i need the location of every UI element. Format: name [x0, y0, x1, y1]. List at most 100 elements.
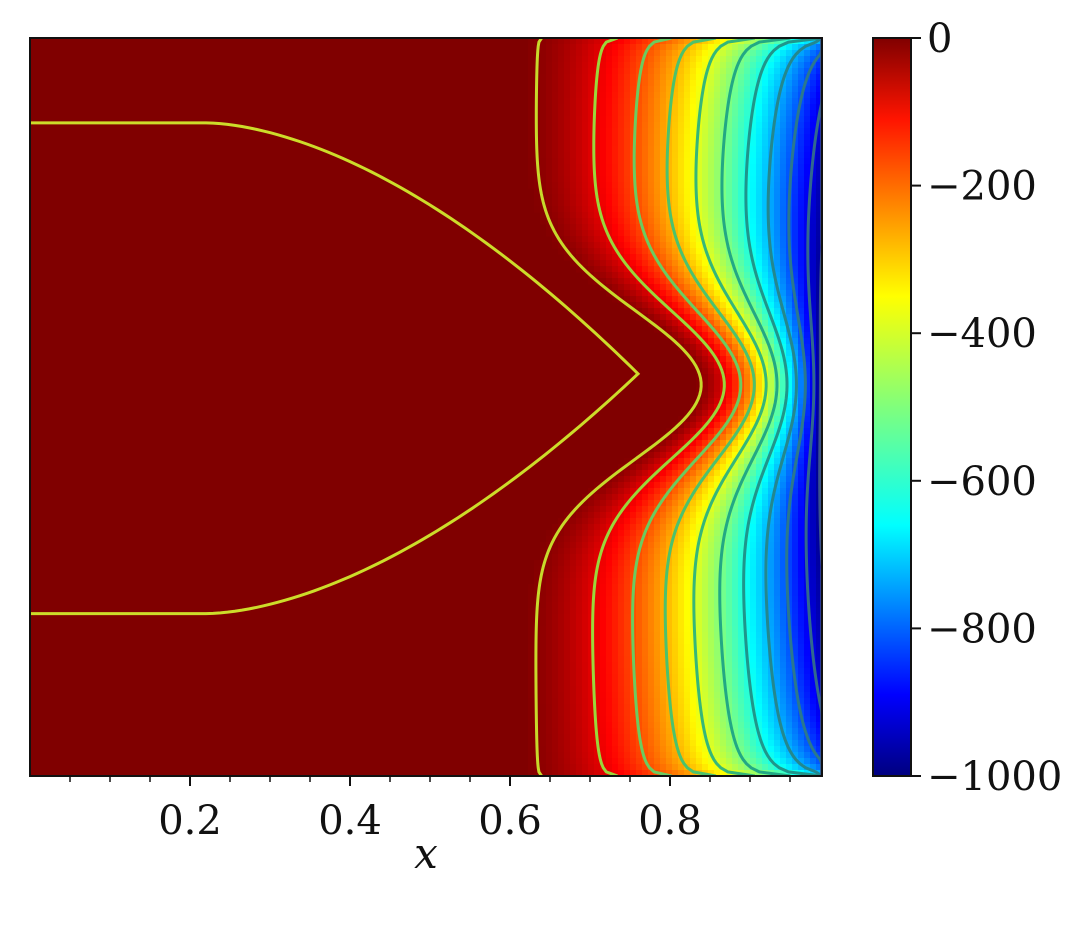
heat-cell: [582, 530, 589, 537]
heat-cell: [756, 326, 763, 333]
heat-cell: [558, 128, 565, 135]
heat-cell: [756, 584, 763, 591]
heat-cell: [804, 152, 811, 159]
heat-cell: [816, 680, 822, 687]
heat-cell: [756, 398, 763, 405]
heat-cell: [810, 200, 817, 207]
heat-cell: [816, 86, 822, 93]
heat-cell: [612, 620, 619, 627]
heat-cell: [666, 146, 673, 153]
heat-cell: [594, 218, 601, 225]
heat-cell: [588, 146, 595, 153]
heat-cell: [816, 122, 822, 129]
heat-cell: [804, 440, 811, 447]
heat-cell: [786, 128, 793, 135]
heat-cell: [672, 488, 679, 495]
heat-cell: [714, 170, 721, 177]
heat-cell: [642, 272, 649, 279]
heat-cell: [702, 464, 709, 471]
heat-cell: [612, 86, 619, 93]
heat-cell: [540, 674, 547, 681]
heat-cell: [666, 734, 673, 741]
heat-cell: [570, 518, 577, 525]
heat-cell: [738, 398, 745, 405]
heat-cell: [738, 440, 745, 447]
heat-cell: [600, 278, 607, 285]
heat-cell: [738, 722, 745, 729]
heat-cell: [768, 308, 775, 315]
heat-cell: [744, 722, 751, 729]
heat-cell: [660, 518, 667, 525]
heat-cell: [678, 728, 685, 735]
heat-cell: [624, 458, 631, 465]
heat-cell: [624, 158, 631, 165]
heat-cell: [540, 668, 547, 675]
heat-cell: [642, 572, 649, 579]
heat-cell: [780, 254, 787, 261]
heat-cell: [690, 236, 697, 243]
heat-cell: [702, 530, 709, 537]
heat-cell: [744, 290, 751, 297]
heat-cell: [774, 242, 781, 249]
heat-cell: [702, 542, 709, 549]
heat-cell: [570, 590, 577, 597]
heat-cell: [564, 188, 571, 195]
heat-cell: [744, 506, 751, 513]
heat-cell: [672, 290, 679, 297]
heat-cell: [636, 242, 643, 249]
heat-cell: [732, 446, 739, 453]
heat-cell: [582, 254, 589, 261]
heat-cell: [774, 188, 781, 195]
heat-cell: [762, 512, 769, 519]
heat-cell: [582, 536, 589, 543]
heat-cell: [624, 728, 631, 735]
heat-cell: [564, 116, 571, 123]
heat-cell: [798, 458, 805, 465]
heat-cell: [696, 194, 703, 201]
heat-cell: [738, 218, 745, 225]
heat-cell: [726, 608, 733, 615]
heat-cell: [726, 356, 733, 363]
heat-cell: [750, 692, 757, 699]
heat-cell: [612, 170, 619, 177]
heat-cell: [738, 590, 745, 597]
heat-cell: [546, 536, 553, 543]
heat-cell: [624, 740, 631, 747]
heat-cell: [816, 668, 822, 675]
heat-cell: [546, 752, 553, 759]
heat-cell: [660, 578, 667, 585]
heat-cell: [546, 170, 553, 177]
heat-cell: [756, 368, 763, 375]
heat-cell: [756, 338, 763, 345]
heat-cell: [750, 74, 757, 81]
heat-cell: [690, 734, 697, 741]
heat-cell: [672, 314, 679, 321]
heat-cell: [672, 332, 679, 339]
heat-cell: [744, 38, 751, 45]
heat-cell: [618, 176, 625, 183]
heat-cell: [714, 584, 721, 591]
heat-cell: [714, 86, 721, 93]
heat-cell: [762, 698, 769, 705]
heat-cell: [642, 200, 649, 207]
heat-cell: [774, 578, 781, 585]
heat-cell: [564, 158, 571, 165]
heat-cell: [630, 278, 637, 285]
heat-cell: [738, 740, 745, 747]
heat-cell: [696, 158, 703, 165]
heat-cell: [618, 488, 625, 495]
heat-cell: [810, 134, 817, 141]
heat-cell: [768, 356, 775, 363]
heat-cell: [714, 554, 721, 561]
heat-cell: [798, 122, 805, 129]
heat-cell: [768, 398, 775, 405]
heat-cell: [684, 692, 691, 699]
heat-cell: [786, 566, 793, 573]
heat-cell: [594, 710, 601, 717]
heat-cell: [600, 254, 607, 261]
heat-cell: [654, 674, 661, 681]
heat-cell: [654, 494, 661, 501]
heat-cell: [792, 80, 799, 87]
heat-cell: [600, 596, 607, 603]
heat-cell: [552, 614, 559, 621]
